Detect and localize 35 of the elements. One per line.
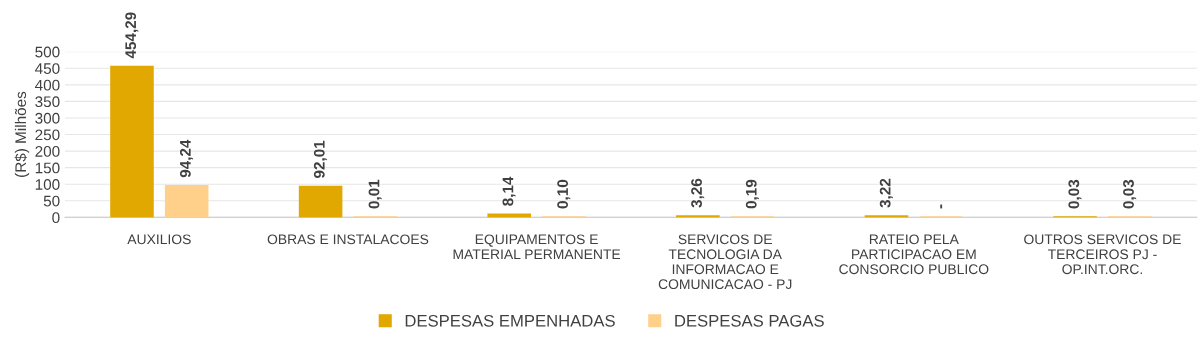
- y-tick-label: 50: [43, 195, 60, 207]
- data-label: 0,01: [368, 179, 382, 209]
- y-tick-label: 200: [35, 145, 60, 157]
- data-label: 0,03: [1123, 179, 1137, 209]
- data-label: 0,19: [745, 179, 759, 209]
- data-label: 94,24: [179, 139, 193, 178]
- y-tick-label: 350: [35, 96, 60, 108]
- y-tick-label: 400: [35, 79, 60, 91]
- y-axis-title: (R$) Milhões: [14, 91, 30, 177]
- data-label: 92,01: [313, 140, 327, 179]
- y-tick-label: 500: [35, 46, 60, 58]
- x-tick-label: EQUIPAMENTOS E MATERIAL PERMANENTE: [453, 234, 621, 260]
- y-tick-label: 250: [35, 129, 60, 141]
- x-tick-label: OUTROS SERVICOS DE TERCEIROS PJ - OP.INT.ORC.: [1024, 234, 1181, 275]
- data-label: -: [940, 204, 943, 209]
- bar: [164, 185, 209, 218]
- bar: [298, 185, 343, 218]
- data-label: 454,29: [125, 12, 139, 59]
- legend-label: DESPESAS EMPENHADAS: [405, 314, 615, 327]
- x-tick-label: OBRAS E INSTALACOES: [267, 234, 429, 245]
- x-tick-label: RATEIO PELA PARTICIPACAO EM CONSORCIO PUBLICO: [839, 234, 989, 275]
- y-tick-label: 300: [35, 112, 60, 124]
- y-tick-label: 150: [35, 162, 60, 174]
- x-tick-label: SERVICOS DE TECNOLOGIA DA INFORMACAO E COMUNICACAO - PJ: [658, 234, 792, 290]
- y-tick-label: 0: [52, 212, 60, 224]
- y-tick-label: 100: [35, 179, 60, 190]
- data-label: 0,03: [1068, 179, 1082, 209]
- legend-label: DESPESAS PAGAS: [675, 314, 824, 327]
- data-label: 3,22: [879, 178, 893, 208]
- y-tick-label: 450: [35, 63, 60, 74]
- data-label: 0,10: [557, 179, 571, 209]
- data-label: 3,26: [691, 178, 705, 208]
- data-label: 8,14: [502, 176, 516, 206]
- bar: [110, 65, 154, 218]
- x-tick-label: AUXILIOS: [127, 234, 191, 245]
